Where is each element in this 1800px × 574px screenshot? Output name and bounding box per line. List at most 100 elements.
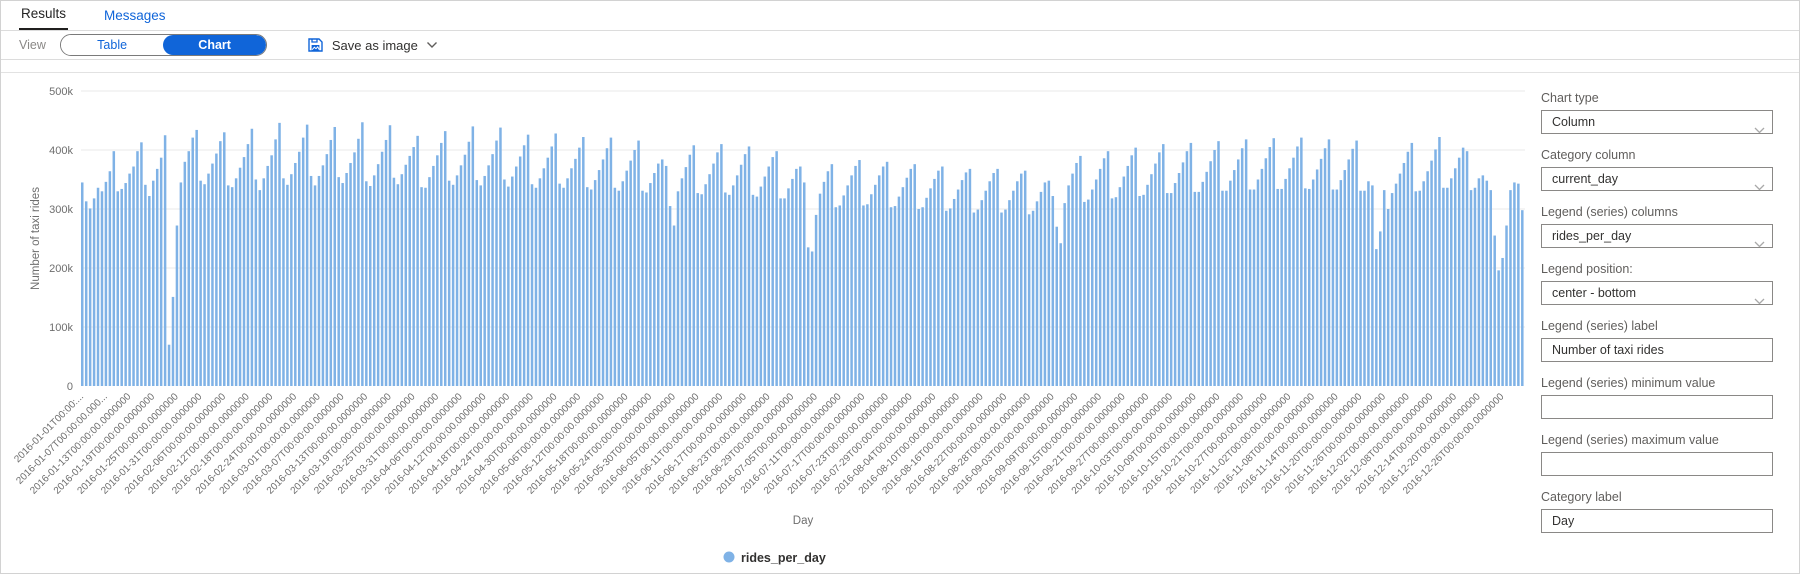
column-bar[interactable] xyxy=(305,124,309,386)
column-bar[interactable] xyxy=(1280,188,1283,386)
column-bar[interactable] xyxy=(897,196,901,386)
column-bar[interactable] xyxy=(759,186,763,386)
column-bar[interactable] xyxy=(1252,189,1256,386)
column-bar[interactable] xyxy=(1450,178,1453,386)
column-bar[interactable] xyxy=(211,163,214,386)
legend-min-input[interactable] xyxy=(1541,395,1773,419)
column-bar[interactable] xyxy=(779,198,782,386)
column-bar[interactable] xyxy=(1311,179,1315,387)
column-bar[interactable] xyxy=(266,165,269,386)
column-bar[interactable] xyxy=(593,180,597,386)
column-bar[interactable] xyxy=(1351,148,1354,386)
column-bar[interactable] xyxy=(514,166,518,386)
column-bar[interactable] xyxy=(909,168,913,386)
column-bar[interactable] xyxy=(913,164,916,386)
column-bar[interactable] xyxy=(309,175,313,386)
chart-type-dropdown[interactable]: Column xyxy=(1541,110,1773,134)
legend-max-input[interactable] xyxy=(1541,452,1773,476)
column-bar[interactable] xyxy=(329,139,333,386)
column-bar[interactable] xyxy=(1154,163,1157,386)
column-bar[interactable] xyxy=(712,163,715,386)
column-bar[interactable] xyxy=(941,166,944,386)
column-bar[interactable] xyxy=(1347,159,1350,386)
column-bar[interactable] xyxy=(1106,151,1110,386)
column-bar[interactable] xyxy=(491,154,494,386)
chart-view-button[interactable]: Chart xyxy=(163,35,266,55)
column-bar[interactable] xyxy=(684,167,688,386)
column-bar[interactable] xyxy=(1138,196,1141,386)
column-bar[interactable] xyxy=(1122,176,1126,386)
table-view-button[interactable]: Table xyxy=(60,35,164,55)
column-bar[interactable] xyxy=(226,185,230,386)
column-bar[interactable] xyxy=(621,181,625,386)
column-bar[interactable] xyxy=(917,209,920,386)
column-bar[interactable] xyxy=(767,166,770,386)
column-bar[interactable] xyxy=(518,156,522,386)
column-bar[interactable] xyxy=(724,192,727,386)
column-bar[interactable] xyxy=(1244,139,1248,386)
column-bar[interactable] xyxy=(751,194,755,386)
column-bar[interactable] xyxy=(432,165,435,386)
column-bar[interactable] xyxy=(1394,183,1398,386)
column-bar[interactable] xyxy=(507,186,510,386)
column-bar[interactable] xyxy=(1004,209,1007,386)
column-bar[interactable] xyxy=(388,125,392,386)
column-bar[interactable] xyxy=(376,164,380,386)
column-bar[interactable] xyxy=(787,188,790,386)
column-bar[interactable] xyxy=(566,178,569,386)
column-bar[interactable] xyxy=(104,181,108,386)
column-bar[interactable] xyxy=(167,344,171,386)
column-bar[interactable] xyxy=(1513,182,1516,386)
column-bar[interactable] xyxy=(1331,189,1335,386)
column-bar[interactable] xyxy=(775,151,778,386)
column-bar[interactable] xyxy=(361,122,364,386)
column-bar[interactable] xyxy=(1209,161,1212,386)
column-bar[interactable] xyxy=(1035,201,1039,386)
column-bar[interactable] xyxy=(313,185,317,386)
column-bar[interactable] xyxy=(1284,178,1287,386)
column-bar[interactable] xyxy=(1189,142,1193,386)
column-bar[interactable] xyxy=(1402,162,1406,386)
column-bar[interactable] xyxy=(1225,190,1228,386)
column-bar[interactable] xyxy=(629,160,632,386)
column-bar[interactable] xyxy=(1406,151,1410,386)
column-bar[interactable] xyxy=(1434,149,1437,386)
column-bar[interactable] xyxy=(968,168,972,386)
column-bar[interactable] xyxy=(108,171,112,386)
column-bar[interactable] xyxy=(660,159,664,386)
column-bar[interactable] xyxy=(810,251,814,386)
column-bar[interactable] xyxy=(333,126,337,387)
column-bar[interactable] xyxy=(396,184,400,386)
column-bar[interactable] xyxy=(1008,200,1011,386)
column-bar[interactable] xyxy=(735,175,739,386)
column-bar[interactable] xyxy=(791,178,794,386)
column-bar[interactable] xyxy=(657,163,660,386)
column-bar[interactable] xyxy=(1110,198,1114,386)
column-bar[interactable] xyxy=(428,177,431,386)
column-bar[interactable] xyxy=(483,175,486,386)
column-bar[interactable] xyxy=(112,151,116,386)
column-bar[interactable] xyxy=(597,170,601,386)
column-bar[interactable] xyxy=(846,185,849,386)
column-bar[interactable] xyxy=(155,168,159,386)
column-bar[interactable] xyxy=(1031,210,1035,386)
column-bar[interactable] xyxy=(605,148,609,386)
column-bar[interactable] xyxy=(1521,210,1524,386)
column-bar[interactable] xyxy=(731,185,735,386)
column-bar[interactable] xyxy=(1335,189,1339,386)
column-bar[interactable] xyxy=(649,183,652,386)
column-bar[interactable] xyxy=(1390,193,1394,386)
column-bar[interactable] xyxy=(870,194,873,386)
column-bar[interactable] xyxy=(1023,170,1027,386)
column-bar[interactable] xyxy=(1236,159,1240,386)
column-bar[interactable] xyxy=(814,214,818,386)
column-bar[interactable] xyxy=(1181,162,1185,386)
column-bar[interactable] xyxy=(972,212,976,386)
column-bar[interactable] xyxy=(1169,193,1173,386)
column-bar[interactable] xyxy=(392,177,396,386)
column-bar[interactable] xyxy=(282,178,285,386)
column-bar[interactable] xyxy=(676,191,680,386)
column-bar[interactable] xyxy=(822,181,826,386)
column-bar[interactable] xyxy=(124,183,127,386)
column-bar[interactable] xyxy=(1481,175,1485,386)
